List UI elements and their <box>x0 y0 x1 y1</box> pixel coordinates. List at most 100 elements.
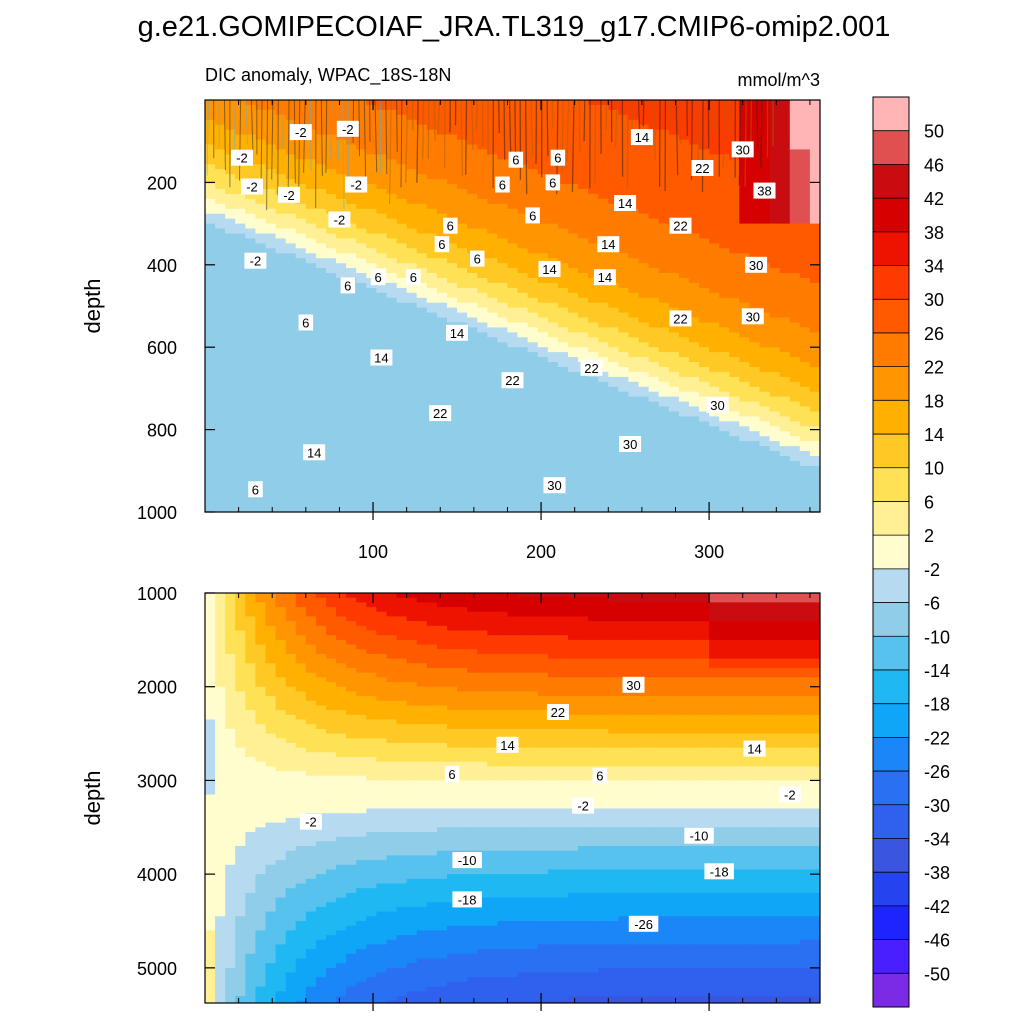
contour-cell <box>759 100 771 106</box>
contour-cell <box>638 431 650 437</box>
contour-cell <box>638 189 650 195</box>
contour-cell <box>628 253 640 259</box>
contour-cell <box>467 174 478 180</box>
contour-cell <box>688 189 700 195</box>
contour-cell <box>406 184 418 190</box>
contour-cell <box>436 510 448 512</box>
contour-cell <box>658 376 670 383</box>
contour-cell <box>799 228 811 234</box>
contour-cell <box>568 391 579 398</box>
contour-cell <box>366 332 377 338</box>
contour-cell <box>598 347 609 353</box>
contour-cell <box>719 174 730 180</box>
contour-cell <box>759 109 771 116</box>
contour-cell <box>507 268 519 274</box>
contour-cell <box>678 278 690 284</box>
contour-cell <box>658 233 670 239</box>
contour-cell <box>547 421 559 427</box>
contour-cell <box>709 465 720 472</box>
contour-cell <box>497 213 509 220</box>
contour-cell <box>255 436 267 442</box>
contour-cell <box>255 451 267 457</box>
contour-cell <box>265 193 277 200</box>
contour-cell <box>688 505 700 511</box>
contour-cell <box>326 367 337 373</box>
contour-cell <box>719 317 730 323</box>
contour-cell <box>799 134 811 141</box>
contour-cell <box>235 184 246 190</box>
contour-cell <box>346 371 357 378</box>
contour-cell <box>709 322 720 328</box>
contour-cell <box>719 441 730 447</box>
contour-cell <box>547 278 559 284</box>
contour-cell <box>638 376 650 383</box>
contour-cell <box>386 114 398 121</box>
contour-cell <box>749 391 761 398</box>
contour-cell <box>628 322 640 328</box>
contour-cell <box>557 233 569 239</box>
contour-cell <box>709 278 720 284</box>
contour-cell <box>295 505 307 511</box>
contour-cell <box>507 460 519 467</box>
contour-cell <box>588 465 599 472</box>
contour-cell <box>759 322 771 328</box>
contour-cell <box>739 352 750 358</box>
contour-cell <box>275 273 287 279</box>
contour-cell <box>749 233 761 239</box>
contour-cell <box>719 218 730 225</box>
contour-cell <box>709 243 720 249</box>
contour-cell <box>386 213 398 220</box>
contour-cell <box>507 475 519 482</box>
contour-cell <box>386 421 398 427</box>
contour-cell <box>527 317 539 323</box>
contour-cell <box>568 470 579 477</box>
contour-cell <box>678 362 690 368</box>
contour-cell <box>295 396 307 403</box>
contour-cell <box>779 317 791 323</box>
contour-cell <box>537 193 549 200</box>
contour-cell <box>648 347 660 353</box>
contour-cell <box>205 213 216 220</box>
contour-cell <box>426 485 438 492</box>
contour-cell <box>507 208 519 215</box>
contour-cell <box>436 322 448 328</box>
contour-cell <box>588 104 599 111</box>
contour-cell <box>497 134 509 141</box>
contour-cell <box>356 134 367 141</box>
contour-cell <box>245 352 256 358</box>
contour-cell <box>235 278 246 284</box>
contour-cell <box>376 485 388 492</box>
contour-cell <box>275 465 287 472</box>
contour-cell <box>487 292 498 299</box>
contour-cell <box>719 337 730 343</box>
contour-cell <box>688 134 700 141</box>
contour-cell <box>205 104 216 111</box>
contour-cell <box>759 381 771 388</box>
contour-cell <box>376 401 388 408</box>
contour-cell <box>779 208 791 215</box>
contour-cell <box>608 347 619 353</box>
contour-cell <box>557 292 569 299</box>
contour-cell <box>729 213 740 220</box>
contour-cell <box>477 208 488 215</box>
contour-cell <box>497 332 509 338</box>
contour-cell <box>759 233 771 239</box>
contour-cell <box>699 307 710 314</box>
contour-cell <box>709 411 720 417</box>
contour-cell <box>265 129 277 136</box>
contour-cell <box>618 263 630 269</box>
contour-cell <box>235 451 246 457</box>
contour-cell <box>769 287 781 294</box>
contour-cell <box>215 213 226 220</box>
contour-cell <box>366 104 377 111</box>
contour-cell <box>547 510 559 512</box>
contour-cell <box>699 396 710 403</box>
contour-cell <box>406 189 418 195</box>
contour-cell <box>749 342 761 348</box>
contour-cell <box>467 203 478 210</box>
contour-cell <box>578 263 589 269</box>
contour-cell <box>447 480 458 487</box>
contour-cell <box>588 332 599 338</box>
contour-cell <box>265 203 277 210</box>
contour-cell <box>547 282 559 289</box>
